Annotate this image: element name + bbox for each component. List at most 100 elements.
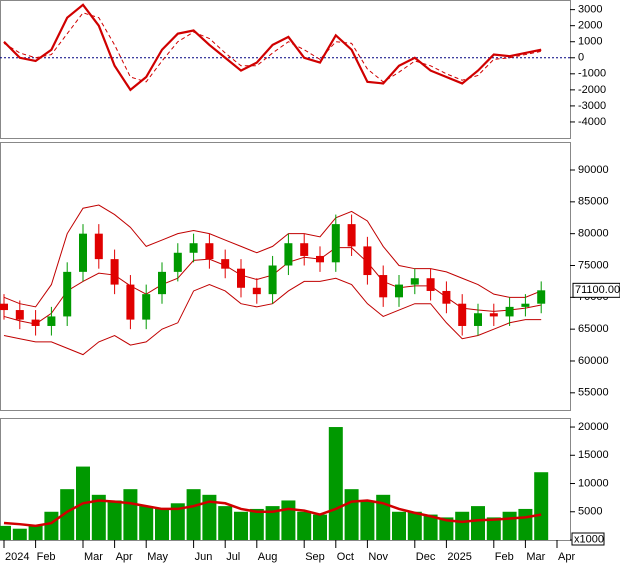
- volume-bar: [91, 494, 106, 540]
- y-tick-label: 75000: [578, 259, 609, 271]
- last-price-label: 71100.00: [575, 284, 620, 296]
- x-tick-label: Dec: [416, 551, 436, 563]
- volume-bar: [202, 494, 217, 540]
- candle-body: [410, 278, 419, 285]
- candle-body: [268, 265, 277, 295]
- x-tick-label: Oct: [337, 551, 354, 563]
- candle-body: [537, 290, 546, 304]
- y-tick-label: 15000: [578, 449, 609, 461]
- volume-bar: [407, 511, 422, 540]
- x-tick-label: Sep: [305, 551, 325, 563]
- volume-bar: [123, 489, 138, 540]
- x-tick-label: May: [147, 551, 168, 563]
- x-tick-label: Jun: [195, 551, 213, 563]
- y-tick-label: -2000: [578, 84, 606, 96]
- y-tick-label: -3000: [578, 100, 606, 112]
- candle-body: [505, 306, 514, 317]
- candle-body: [31, 319, 40, 326]
- y-tick-label: 1000: [578, 36, 602, 48]
- volume-bar: [344, 489, 359, 540]
- volume-bar: [12, 528, 27, 540]
- x-tick-label: Nov: [368, 551, 388, 563]
- candle-body: [363, 246, 372, 276]
- x-tick-label: 2025: [447, 551, 471, 563]
- candle-body: [284, 243, 293, 266]
- y-tick-label: 0: [578, 52, 584, 64]
- candle-body: [521, 303, 530, 307]
- candle-body: [47, 316, 56, 326]
- candle-body: [458, 303, 467, 326]
- bollinger-band: [3, 204, 542, 308]
- x-tick-label: Jul: [226, 551, 240, 563]
- y-tick-label: 3000: [578, 4, 602, 16]
- last-price-box: [572, 282, 620, 298]
- y-tick-label: -1000: [578, 68, 606, 80]
- y-tick-label: 5000: [578, 506, 602, 518]
- candle-body: [79, 233, 87, 272]
- y-tick-label: 10000: [578, 477, 609, 489]
- volume-bar: [471, 506, 485, 540]
- candle-body: [442, 290, 451, 304]
- y-tick-label: 90000: [578, 164, 609, 176]
- y-tick-label: -4000: [578, 116, 606, 128]
- volume-bar: [376, 494, 391, 540]
- candle-body: [395, 284, 403, 298]
- volume-bar: [139, 506, 154, 540]
- candle-body: [0, 303, 8, 311]
- volume-bar: [0, 525, 11, 540]
- candle-body: [474, 313, 482, 326]
- volume-bar: [218, 506, 233, 540]
- volume-bar: [518, 508, 533, 540]
- volume-bar: [328, 427, 343, 540]
- volume-bar: [502, 511, 517, 540]
- y-unit: x1000: [574, 533, 604, 545]
- volume-bar: [28, 525, 43, 540]
- x-tick-label: Apr: [558, 551, 575, 563]
- y-tick-label: 65000: [578, 323, 609, 335]
- candle-body: [221, 259, 230, 269]
- candle-body: [426, 278, 435, 291]
- volume-bar: [265, 506, 280, 540]
- volume-bar: [249, 508, 264, 540]
- volume-bar: [107, 500, 122, 540]
- volume-bar: [60, 489, 75, 540]
- candle-body: [347, 224, 356, 247]
- candle-body: [158, 271, 166, 295]
- y-tick-label: 55000: [578, 387, 609, 399]
- panel-frame: [0, 418, 571, 541]
- candle-body: [489, 313, 498, 317]
- signal-line: [3, 12, 542, 83]
- panel-frame: [0, 0, 571, 139]
- candle-body: [300, 243, 309, 256]
- y-tick-label: 60000: [578, 355, 609, 367]
- volume-bar: [44, 511, 59, 540]
- candle-body: [379, 275, 388, 298]
- y-tick-label: 80000: [578, 228, 609, 240]
- x-tick-label: Feb: [37, 551, 56, 563]
- panel-frame: [0, 142, 571, 411]
- volume-ma: [3, 499, 542, 528]
- candle-body: [110, 259, 119, 285]
- candle-body: [173, 252, 182, 272]
- volume-bar: [486, 517, 501, 540]
- y-tick-label: 2000: [578, 20, 602, 32]
- candle-body: [15, 310, 24, 320]
- candle-body: [189, 243, 198, 253]
- candle-body: [63, 271, 72, 317]
- volume-bar: [439, 517, 454, 540]
- volume-bar: [360, 500, 375, 540]
- volume-bar: [313, 514, 327, 540]
- candle-body: [331, 224, 340, 263]
- candle-body: [252, 287, 261, 295]
- x-tick-label: 2024: [5, 551, 29, 563]
- x-tick-label: Mar: [526, 551, 545, 563]
- volume-bar: [297, 511, 312, 540]
- volume-bar: [186, 489, 201, 540]
- x-tick-label: Mar: [84, 551, 103, 563]
- candle-body: [316, 255, 324, 263]
- candle-body: [94, 233, 103, 260]
- candle-body: [142, 294, 151, 320]
- volume-bar: [392, 511, 406, 540]
- x-tick-label: Feb: [495, 551, 514, 563]
